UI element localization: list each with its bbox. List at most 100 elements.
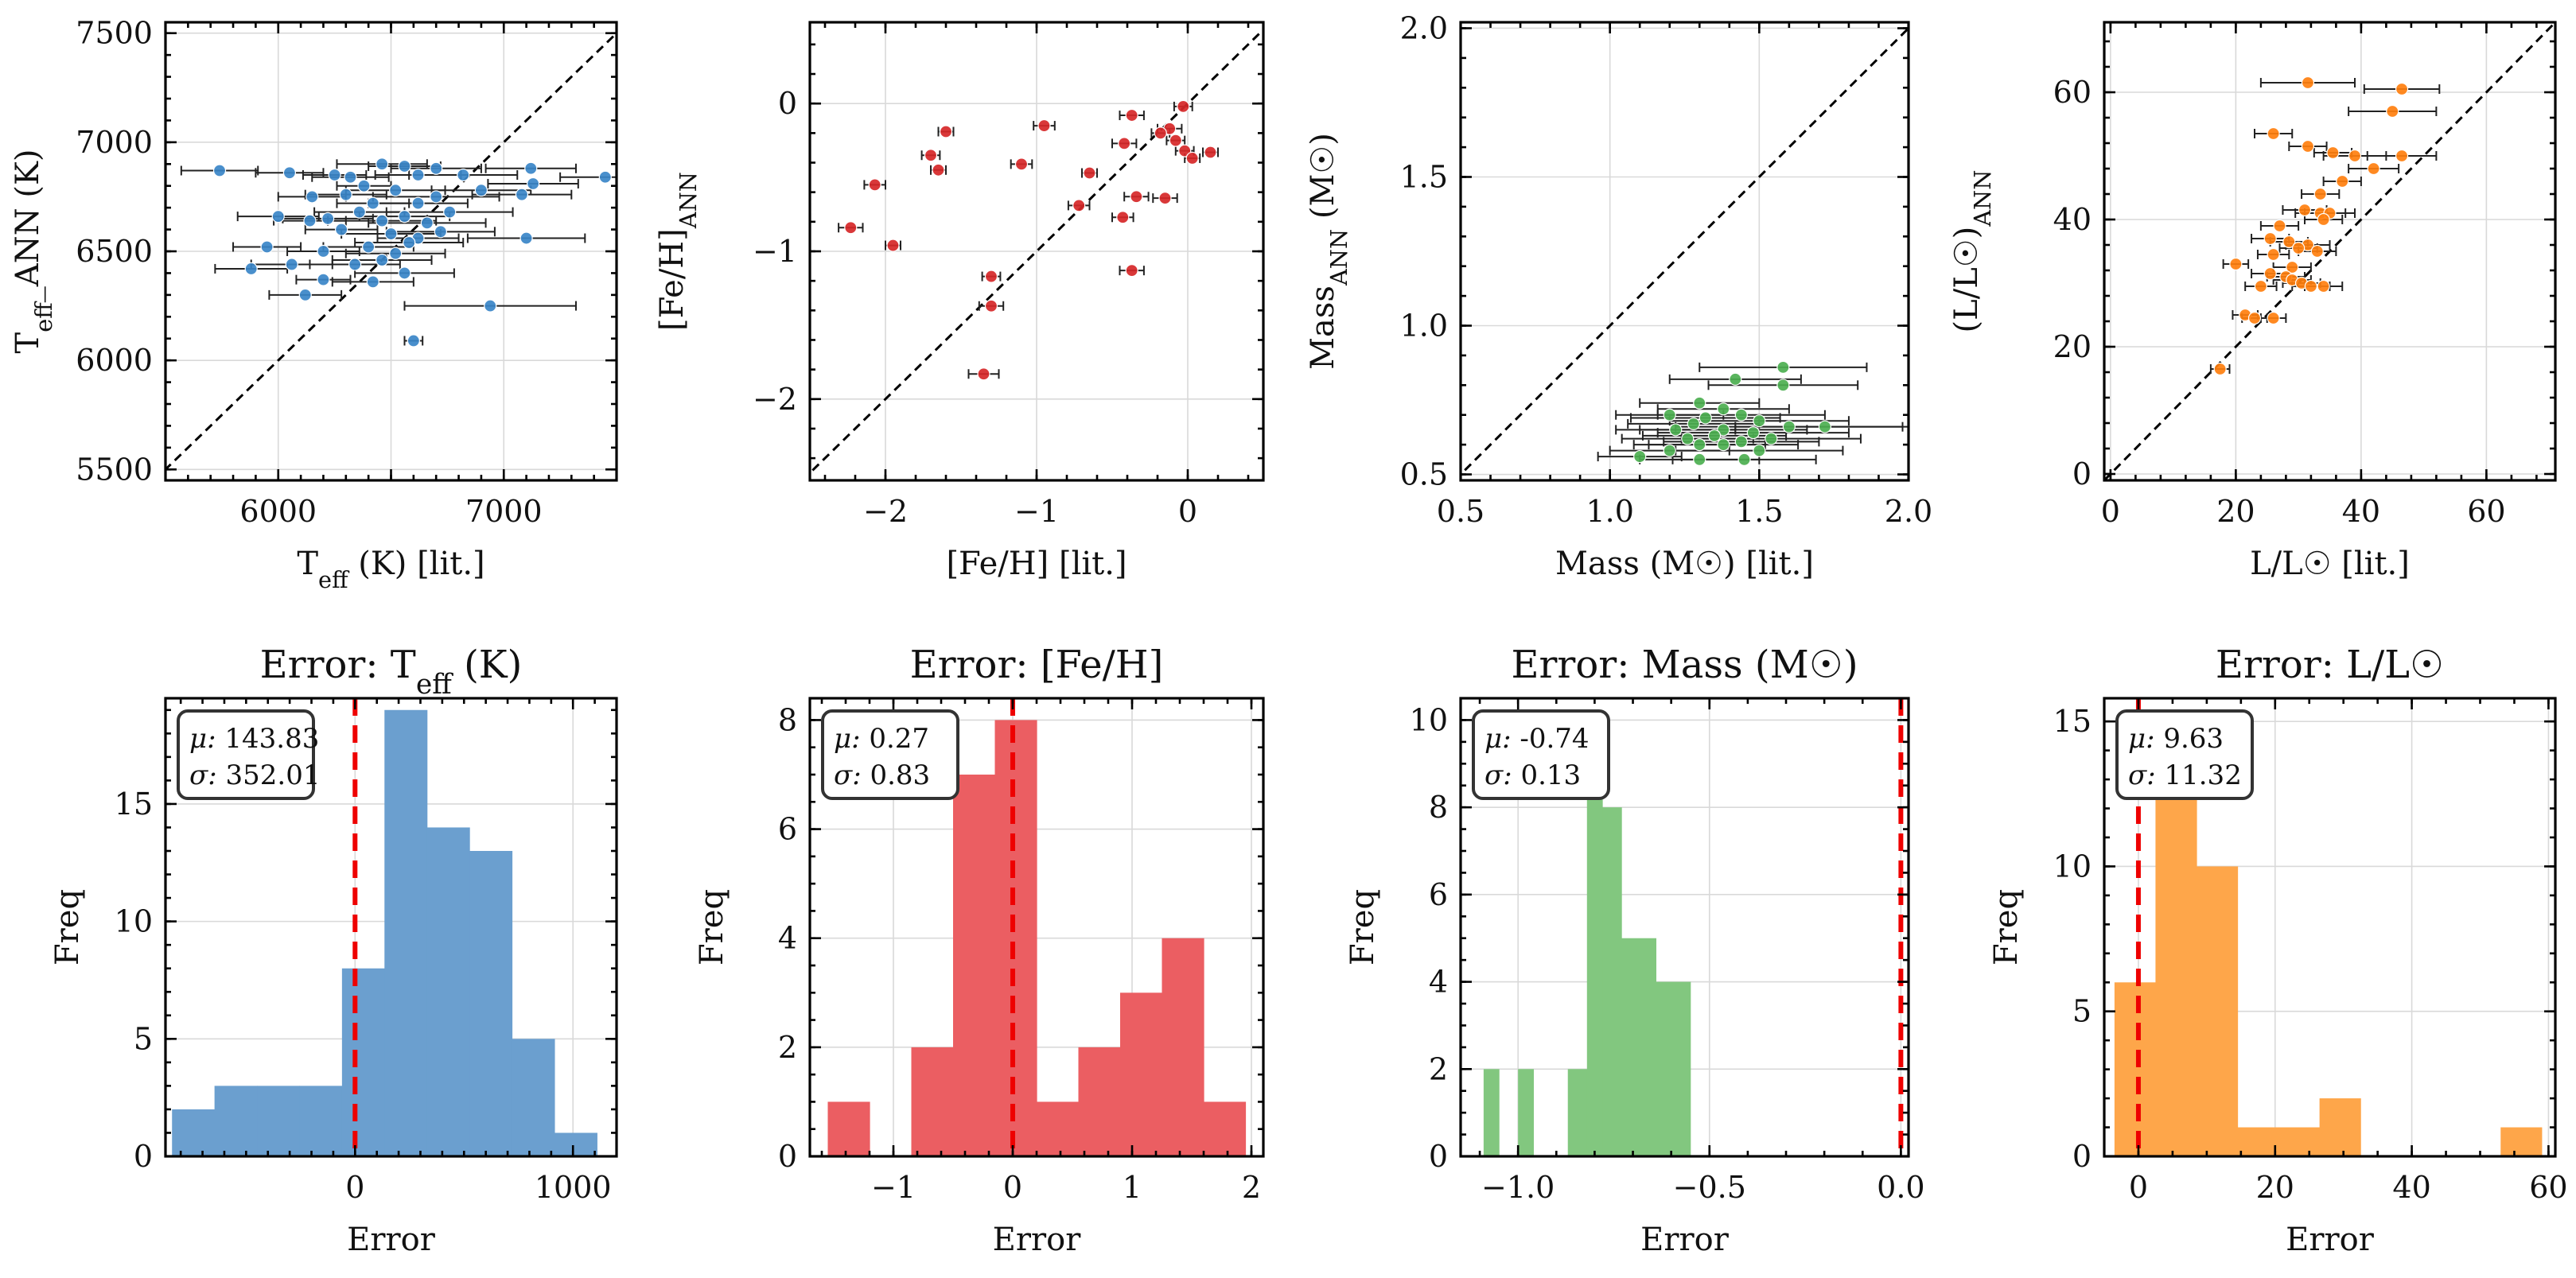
histogram-bars — [172, 709, 597, 1156]
y-tick-label: 8 — [1429, 790, 1448, 825]
y-tick-label: 0 — [778, 86, 797, 121]
ticks — [2103, 698, 2555, 1158]
y-axis-label: Freq — [49, 889, 86, 965]
data-point — [1204, 146, 1217, 159]
data-point — [282, 166, 297, 180]
data-point — [1753, 444, 1766, 457]
data-point — [376, 157, 389, 171]
histogram-bar — [2237, 1127, 2279, 1156]
x-tick-label: 60 — [2467, 494, 2505, 529]
histogram-bar — [1656, 981, 1691, 1156]
data-point — [2336, 174, 2349, 188]
histogram-bar — [341, 968, 385, 1156]
plot-area — [827, 698, 1247, 1156]
x-tick-label: 40 — [2392, 1170, 2430, 1205]
data-point — [932, 163, 945, 177]
data-point — [285, 258, 298, 271]
stats-box-frame — [1472, 709, 1610, 800]
histogram-bar — [426, 827, 470, 1156]
x-axis-label: Error — [993, 1222, 1082, 1258]
data-points — [2213, 76, 2409, 376]
axes-frame — [1459, 21, 1910, 482]
stats-mean: μ: -0.74 — [1485, 723, 1590, 755]
error-bars — [180, 159, 617, 346]
data-point — [2229, 257, 2243, 271]
histogram-bar — [1483, 1069, 1500, 1156]
histogram-bar — [214, 1086, 258, 1156]
data-point — [1707, 429, 1722, 442]
data-point — [411, 196, 425, 210]
data-point — [352, 205, 366, 219]
x-tick-label: 0.0 — [1877, 1170, 1924, 1205]
y-axis-label: Freq — [694, 889, 730, 965]
data-point — [339, 188, 352, 201]
x-axis-label: Error — [347, 1222, 436, 1258]
x-tick-label: −2 — [863, 494, 908, 529]
data-point — [484, 299, 497, 313]
stats-box: μ: 9.63 σ: 11.32 — [2115, 709, 2254, 800]
y-tick-label: 20 — [2053, 329, 2092, 364]
x-tick-label: 20 — [2256, 1170, 2294, 1205]
y-axis-label: Teff_ANN (K) — [10, 150, 57, 354]
data-point — [398, 266, 411, 280]
stats-box: μ: -0.74 σ: 0.13 — [1472, 709, 1610, 800]
stats-mean: μ: 143.83 — [189, 723, 319, 755]
histogram-bar — [1078, 1047, 1121, 1156]
y-tick-label: 6000 — [76, 343, 153, 378]
x-tick-label: 6000 — [239, 494, 317, 529]
x-tick-label: 2.0 — [1885, 494, 1932, 529]
data-point — [527, 177, 540, 191]
stats-mean: μ: 0.27 — [834, 723, 929, 755]
data-point — [1130, 190, 1143, 204]
data-point — [384, 227, 398, 241]
mass-error-hist-panel: −1.0 −0.5 0.0 0 2 4 6 8 10 Error Freq Error: Mass (… — [1344, 643, 1925, 1258]
data-point — [1669, 423, 1683, 437]
ticks — [164, 22, 618, 480]
stats-box-frame — [2115, 709, 2254, 800]
data-point — [398, 159, 411, 173]
histogram-bar — [1162, 938, 1204, 1156]
data-point — [1734, 408, 1748, 421]
y-tick-label: 2.0 — [1400, 10, 1448, 45]
data-point — [2247, 311, 2262, 325]
data-point — [1753, 414, 1766, 428]
one-to-one-line — [1461, 26, 1909, 476]
x-tick-label: 60 — [2529, 1170, 2567, 1205]
y-tick-label: 0 — [2072, 456, 2092, 491]
y-tick-label: 6 — [1429, 877, 1448, 912]
one-to-one-line — [810, 28, 1263, 475]
data-point — [420, 216, 434, 230]
stats-sigma: σ: 352.01 — [189, 759, 320, 791]
y-tick-label: 0 — [2072, 1139, 2092, 1174]
data-point — [1737, 453, 1751, 466]
x-axis-label: Error — [1640, 1222, 1730, 1258]
data-point — [2298, 203, 2312, 217]
data-points — [844, 99, 1217, 381]
y-tick-label: 7500 — [76, 16, 153, 51]
error-bars — [2209, 78, 2441, 374]
histogram-bar — [994, 720, 1037, 1156]
histogram-bar — [469, 851, 513, 1156]
ticks — [165, 698, 618, 1158]
mass-scatter-panel: 0.5 1.0 1.5 2.0 0.5 1.0 1.5 2.0 Mass (M☉) [lit.]… — [1305, 10, 1932, 582]
data-point — [403, 235, 416, 250]
stats-box: μ: 0.27 σ: 0.83 — [821, 709, 959, 800]
data-point — [1185, 151, 1199, 165]
histogram-bar — [554, 1132, 597, 1156]
data-point — [2395, 82, 2409, 96]
y-axis-label: [Fe/H]ANN — [654, 172, 702, 331]
stats-box-frame — [821, 709, 959, 800]
data-point — [1717, 423, 1730, 437]
histogram-bar — [2319, 1098, 2361, 1156]
data-point — [321, 212, 335, 225]
y-axis-label: MassANN (M☉) — [1305, 133, 1352, 370]
histogram-bar — [1037, 1101, 1080, 1156]
data-point — [1693, 396, 1706, 410]
data-point — [2301, 139, 2315, 153]
chart-title: Error: Teff (K) — [260, 643, 523, 701]
teff-error-hist-panel: 0 1000 0 5 10 15 Error Freq Error: Teff (K) μ: 14… — [49, 643, 618, 1258]
data-point — [407, 334, 420, 348]
plot-area — [165, 31, 617, 472]
histogram-bar — [1518, 1069, 1535, 1156]
data-point — [348, 258, 362, 271]
